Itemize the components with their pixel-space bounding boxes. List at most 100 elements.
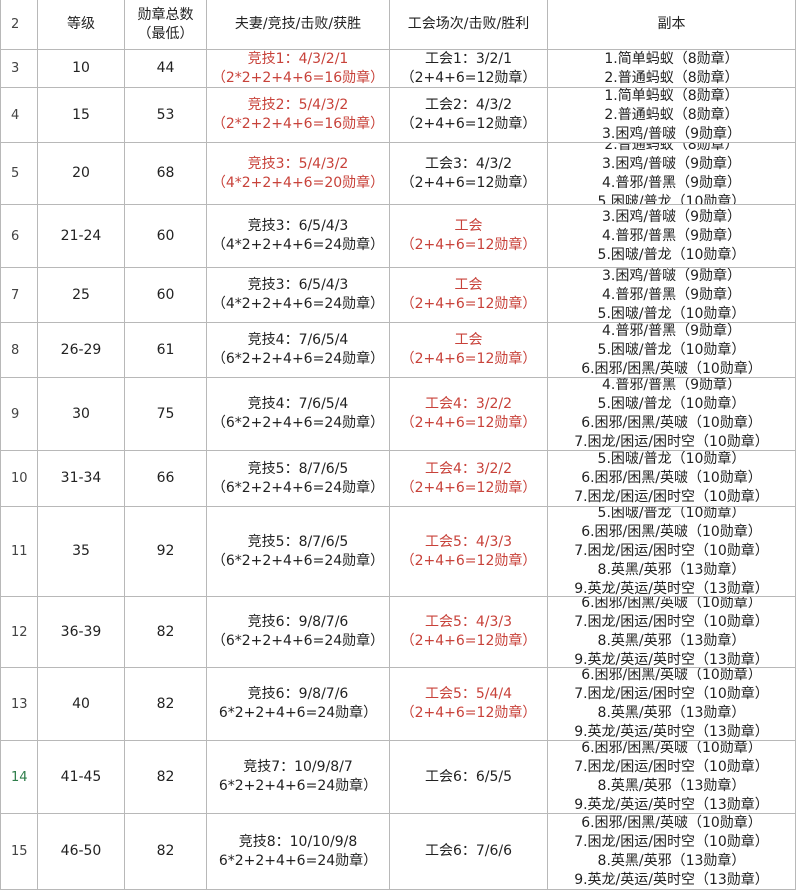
cell-text: 1.简单蚂蚁（8勋章）	[604, 88, 739, 104]
dungeon-cell: 4.普邪/普黑（9勋章） 5.困啵/普龙（10勋章） 6.困邪/困黑/英啵（10勋章…	[548, 323, 796, 378]
cell-text: 6.困邪/困黑/英啵（10勋章）	[581, 470, 762, 486]
cell-text: 竞技1：4/3/2/1	[247, 50, 349, 67]
cell-text: 5.困啵/普龙（10勋章）	[597, 451, 746, 467]
cell-text: 66	[156, 470, 175, 486]
cell-text: 10	[72, 60, 90, 76]
cell-text: 5.困啵/普龙（10勋章）	[597, 246, 746, 263]
level-cell: 31-34	[38, 451, 125, 507]
cell-text: 31-34	[60, 470, 102, 486]
cell-text: （2+4+6=12勋章）	[400, 705, 537, 721]
arena-cell: 竞技4：7/6/5/4 （6*2+2+4+6=24勋章）	[207, 378, 390, 451]
cell-text: 5	[11, 166, 20, 181]
cell-text: 夫妻/竞技/击败/获胜	[234, 16, 362, 32]
cell-text: 8.英黑/英邪（13勋章）	[597, 778, 746, 794]
header-cell: 2	[0, 0, 38, 50]
cell-text: 3.困鸡/普啵（9勋章）	[602, 268, 741, 284]
cell-text: （6*2+2+4+6=24勋章）	[211, 479, 385, 496]
cell-text: （2+4+6=12勋章）	[400, 237, 537, 253]
arena-cell: 竞技5：8/7/6/5 （6*2+2+4+6=24勋章）	[207, 451, 390, 507]
cell-text: 工会场次/击败/胜利	[407, 16, 530, 32]
cell-text: 15	[72, 106, 90, 123]
header-cell: 工会场次/击败/胜利	[390, 0, 548, 50]
row-number-cell: 14	[0, 741, 38, 814]
cell-text: 竞技6：9/8/7/6	[247, 614, 349, 630]
cell-text: 8.英黑/英邪（13勋章）	[597, 852, 746, 869]
guild-cell: 工会1：3/2/1 （2+4+6=12勋章）	[390, 50, 548, 88]
row-number-cell: 3	[0, 50, 38, 88]
cell-text: 82	[156, 623, 175, 640]
cell-text: （6*2+2+4+6=24勋章）	[211, 552, 385, 569]
cell-text: 3.困鸡/普啵（9勋章）	[602, 125, 741, 142]
cell-text: 6.困邪/困黑/英啵（10勋章）	[581, 668, 762, 683]
badge-total-cell: 68	[125, 143, 207, 205]
badge-total-cell: 60	[125, 205, 207, 268]
arena-cell: 竞技5：8/7/6/5 （6*2+2+4+6=24勋章）	[207, 507, 390, 597]
cell-text: （2+4+6=12勋章）	[400, 174, 537, 191]
dungeon-cell: 3.困鸡/普啵（9勋章） 4.普邪/普黑（9勋章） 5.困啵/普龙（10勋章）	[548, 268, 796, 323]
badge-total-cell: 82	[125, 668, 207, 741]
dungeon-cell: 1.简单蚂蚁（8勋章） 2.普通蚂蚁（8勋章）	[548, 50, 796, 88]
cell-text: （2+4+6=12勋章）	[400, 69, 537, 86]
cell-text: 工会3：4/3/2	[424, 155, 513, 172]
row-number-cell: 13	[0, 668, 38, 741]
cell-text: 竞技7：10/9/8/7	[243, 759, 353, 775]
arena-cell: 竞技6：9/8/7/6 6*2+2+4+6=24勋章）	[207, 668, 390, 741]
cell-text: 20	[72, 165, 90, 181]
cell-text: 工会5：5/4/4	[424, 686, 513, 702]
cell-text: 7.困龙/困运/困时空（10勋章）	[574, 759, 769, 775]
row-number-cell: 10	[0, 451, 38, 507]
cell-text: 工会5：4/3/3	[424, 614, 513, 630]
cell-text: 60	[156, 227, 175, 244]
cell-text: （2*2+2+4+6=16勋章）	[211, 69, 385, 86]
cell-text: （最低）	[137, 25, 194, 42]
cell-text: 5.困啵/普龙（10勋章）	[597, 341, 746, 358]
arena-cell: 竞技4：7/6/5/4 （6*2+2+4+6=24勋章）	[207, 323, 390, 378]
dungeon-cell: 6.困邪/困黑/英啵（10勋章） 7.困龙/困运/困时空（10勋章） 8.英黑/英邪…	[548, 668, 796, 741]
cell-text: 36-39	[60, 623, 102, 640]
level-cell: 15	[38, 88, 125, 143]
cell-text: 82	[156, 843, 175, 859]
badge-total-cell: 82	[125, 597, 207, 668]
cell-text: 9.英龙/英运/英时空（13勋章）	[574, 652, 769, 668]
cell-text: （2*2+2+4+6=16勋章）	[211, 116, 385, 132]
arena-cell: 竞技3：5/4/3/2 （4*2+2+4+6=20勋章）	[207, 143, 390, 205]
guild-cell: 工会5：4/3/3 （2+4+6=12勋章）	[390, 597, 548, 668]
cell-text: 2.普通蚂蚁（8勋章）	[604, 106, 739, 123]
cell-text: 竞技4：7/6/5/4	[247, 396, 349, 412]
cell-text: 7	[11, 287, 20, 303]
arena-cell: 竞技2：5/4/3/2 （2*2+2+4+6=16勋章）	[207, 88, 390, 143]
level-cell: 25	[38, 268, 125, 323]
cell-text: 4.普邪/普黑（9勋章）	[602, 378, 741, 393]
cell-text: 工会5：4/3/3	[424, 533, 513, 550]
cell-text: （2+4+6=12勋章）	[400, 479, 537, 496]
cell-text: 21-24	[60, 227, 102, 244]
cell-text: 4.普邪/普黑（9勋章）	[602, 227, 741, 244]
cell-text: 6.困邪/困黑/英啵（10勋章）	[581, 741, 762, 756]
cell-text: 竞技8：10/10/9/8	[238, 833, 358, 850]
cell-text: （2+4+6=12勋章）	[400, 552, 537, 569]
arena-cell: 竞技7：10/9/8/7 6*2+2+4+6=24勋章）	[207, 741, 390, 814]
badge-total-cell: 44	[125, 50, 207, 88]
cell-text: 35	[72, 543, 90, 559]
cell-text: 61	[156, 341, 175, 358]
cell-text: 4	[11, 107, 20, 123]
cell-text: 7.困龙/困运/困时空（10勋章）	[574, 614, 769, 630]
guild-cell: 工会4：3/2/2 （2+4+6=12勋章）	[390, 451, 548, 507]
cell-text: 6.困邪/困黑/英啵（10勋章）	[581, 524, 762, 540]
row-number-cell: 4	[0, 88, 38, 143]
arena-cell: 竞技8：10/10/9/8 6*2+2+4+6=24勋章）	[207, 814, 390, 890]
cell-text: 41-45	[60, 768, 102, 785]
cell-text: 8.英黑/英邪（13勋章）	[597, 633, 746, 649]
cell-text: 4.普邪/普黑（9勋章）	[602, 286, 741, 303]
header-cell: 等级	[38, 0, 125, 50]
cell-text: 9.英龙/英运/英时空（13勋章）	[574, 871, 769, 888]
dungeon-cell: 3.困鸡/普啵（9勋章） 4.普邪/普黑（9勋章） 5.困啵/普龙（10勋章）	[548, 205, 796, 268]
cell-text: （2+4+6=12勋章）	[400, 296, 537, 312]
cell-text: 6*2+2+4+6=24勋章）	[218, 852, 378, 869]
cell-text: 4.普邪/普黑（9勋章）	[602, 174, 741, 191]
cell-text: 7.困龙/困运/困时空（10勋章）	[574, 543, 769, 559]
cell-text: 6.困邪/困黑/英啵（10勋章）	[581, 415, 762, 431]
level-cell: 20	[38, 143, 125, 205]
guild-cell: 工会6：7/6/6	[390, 814, 548, 890]
